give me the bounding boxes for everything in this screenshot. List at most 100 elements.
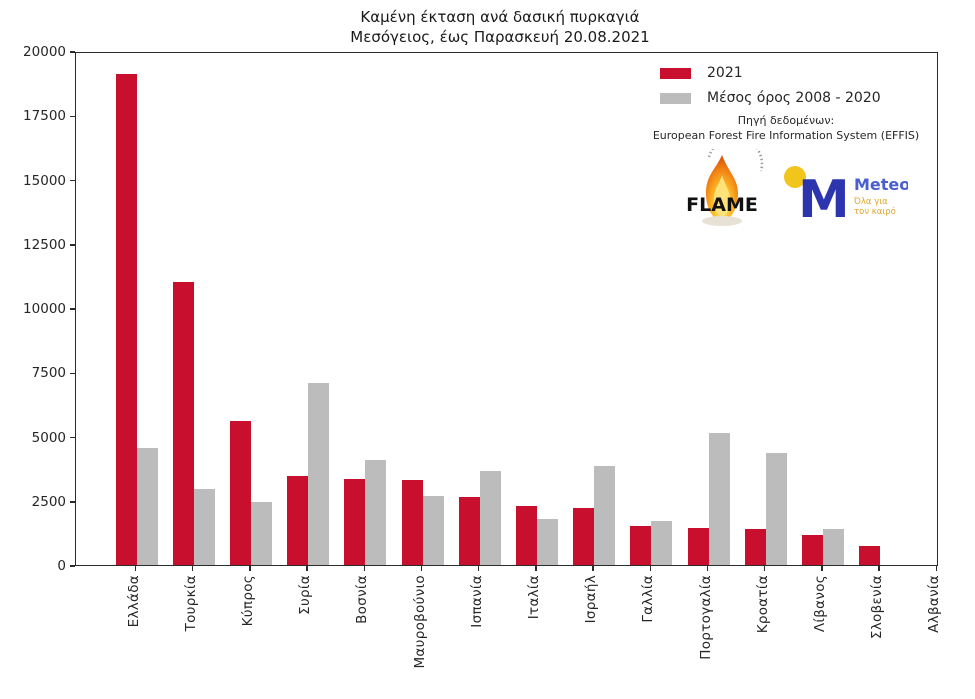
bar-average bbox=[136, 448, 158, 565]
x-tick-mark bbox=[420, 566, 423, 571]
y-tick-mark bbox=[70, 115, 75, 117]
y-tick-mark bbox=[70, 565, 75, 567]
bar-average bbox=[193, 489, 215, 565]
y-axis-label: 15000 bbox=[23, 172, 66, 189]
bar-2021 bbox=[744, 529, 766, 565]
bar-average bbox=[765, 453, 787, 565]
x-tick-mark bbox=[763, 566, 766, 571]
y-axis-label: 2500 bbox=[31, 493, 66, 510]
meteo-icon: M Meteo Όλα για τον καιρό bbox=[784, 166, 910, 230]
legend: 2021 Μέσος όρος 2008 - 2020 bbox=[660, 65, 881, 115]
x-axis-label: Ιταλία bbox=[525, 575, 542, 620]
x-tick-mark bbox=[592, 566, 594, 571]
x-axis-label: Βοσνία bbox=[354, 575, 371, 624]
x-tick-mark bbox=[535, 566, 537, 571]
bar-average bbox=[651, 521, 673, 565]
data-source-caption: Πηγή δεδομένων: bbox=[737, 114, 835, 127]
y-axis-label: 20000 bbox=[23, 44, 66, 60]
flame-icon: FLAME bbox=[686, 135, 764, 226]
bar-average bbox=[308, 382, 330, 565]
x-axis-label: Κροατία bbox=[754, 575, 771, 634]
y-tick-mark bbox=[70, 179, 75, 182]
x-axis-label: Γαλλία bbox=[640, 575, 657, 623]
x-axis-label: Σλοβενία bbox=[869, 575, 886, 640]
legend-item-average: Μέσος όρος 2008 - 2020 bbox=[660, 90, 881, 106]
x-tick-mark bbox=[306, 566, 308, 571]
x-axis-label: Πορτογαλία bbox=[697, 575, 714, 660]
y-axis-label: 0 bbox=[57, 558, 66, 574]
data-source-name: European Forest Fire Information System … bbox=[652, 129, 920, 142]
svg-text:Meteo: Meteo bbox=[854, 175, 908, 194]
x-axis-label: Κύπρος bbox=[239, 575, 256, 627]
x-tick-mark bbox=[363, 566, 366, 571]
bar-average bbox=[250, 502, 272, 565]
x-axis-label: Αλβανία bbox=[926, 575, 943, 633]
bar-average bbox=[536, 518, 558, 565]
meteo-logo: M Meteo Όλα για τον καιρό bbox=[782, 164, 910, 230]
logo-row: FLAME M Meteo Όλα για τον καιρό bbox=[676, 135, 916, 233]
bar-2021 bbox=[687, 527, 709, 565]
flame-logo: FLAME bbox=[676, 135, 768, 233]
legend-swatch-average bbox=[660, 92, 691, 104]
bar-2021 bbox=[801, 535, 823, 565]
x-tick-mark bbox=[821, 566, 823, 571]
chart-title-line-2: Μεσόγειος, έως Παρασκευή 20.08.2021 bbox=[350, 28, 650, 47]
y-tick-mark bbox=[70, 308, 75, 310]
svg-text:M: M bbox=[798, 170, 850, 226]
svg-text:FLAME: FLAME bbox=[686, 194, 758, 216]
legend-label-2021: 2021 bbox=[707, 65, 743, 81]
x-tick-mark bbox=[649, 566, 652, 571]
bar-2021 bbox=[573, 508, 595, 565]
bar-2021 bbox=[229, 421, 251, 565]
legend-swatch-2021 bbox=[660, 67, 691, 79]
bar-2021 bbox=[630, 526, 652, 565]
y-axis-label: 17500 bbox=[23, 108, 66, 125]
x-axis-label: Ελλάδα bbox=[125, 575, 142, 628]
x-tick-mark bbox=[935, 566, 938, 571]
bar-average bbox=[822, 529, 844, 565]
chart-title-line-1: Καμένη έκταση ανά δασική πυρκαγιά bbox=[360, 8, 640, 26]
chart-title: Καμένη έκταση ανά δασική πυρκαγιά Μεσόγε… bbox=[30, 7, 970, 48]
x-tick-mark bbox=[191, 566, 194, 571]
svg-text:τον καιρό: τον καιρό bbox=[854, 206, 896, 217]
y-axis-label: 12500 bbox=[23, 236, 66, 253]
plot-area: 2021 Μέσος όρος 2008 - 2020 Πηγή δεδομέν… bbox=[75, 52, 938, 566]
y-tick-mark bbox=[70, 51, 75, 53]
bar-2021 bbox=[859, 545, 881, 565]
y-axis-label: 5000 bbox=[31, 429, 66, 446]
bar-2021 bbox=[115, 74, 137, 565]
bar-2021 bbox=[287, 476, 309, 565]
bar-2021 bbox=[515, 505, 537, 565]
x-axis-label: Ισραήλ bbox=[583, 575, 600, 624]
x-axis-label: Λίβανος bbox=[811, 575, 828, 633]
x-tick-mark bbox=[134, 566, 137, 571]
y-axis-label: 7500 bbox=[31, 365, 66, 382]
x-tick-mark bbox=[878, 566, 880, 571]
bar-2021 bbox=[401, 480, 423, 565]
bar-average bbox=[365, 459, 387, 565]
bar-average bbox=[594, 466, 616, 565]
x-tick-mark bbox=[249, 566, 251, 571]
y-tick-mark bbox=[70, 501, 75, 503]
y-tick-mark bbox=[70, 436, 75, 439]
x-tick-mark bbox=[477, 566, 480, 571]
x-axis-label: Ισπανία bbox=[468, 575, 485, 628]
y-axis-label: 10000 bbox=[23, 301, 66, 317]
x-axis-label: Τουρκία bbox=[182, 575, 199, 632]
legend-label-average: Μέσος όρος 2008 - 2020 bbox=[707, 90, 881, 106]
x-tick-mark bbox=[706, 566, 709, 571]
y-tick-mark bbox=[70, 244, 75, 246]
bar-2021 bbox=[458, 496, 480, 565]
x-axis-label: Συρία bbox=[297, 575, 314, 615]
bar-average bbox=[479, 471, 501, 565]
bar-average bbox=[708, 432, 730, 565]
svg-text:Όλα για: Όλα για bbox=[853, 196, 888, 207]
bar-2021 bbox=[172, 282, 194, 565]
y-tick-mark bbox=[70, 372, 75, 374]
legend-item-2021: 2021 bbox=[660, 65, 881, 81]
bar-2021 bbox=[344, 478, 366, 565]
x-axis-label: Μαυροβούνιο bbox=[411, 575, 428, 669]
data-source: Πηγή δεδομένων: European Forest Fire Inf… bbox=[628, 114, 944, 142]
bar-average bbox=[422, 495, 444, 565]
